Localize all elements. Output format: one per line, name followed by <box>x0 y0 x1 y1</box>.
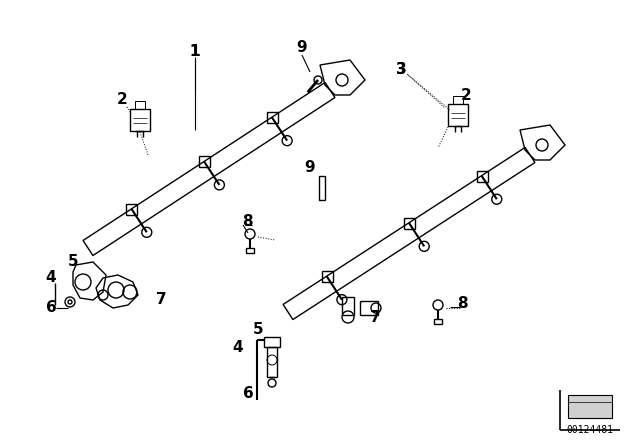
Bar <box>360 301 378 315</box>
Bar <box>135 101 145 109</box>
Polygon shape <box>568 395 612 418</box>
Text: 7: 7 <box>156 293 166 307</box>
Text: 4: 4 <box>45 271 56 285</box>
Bar <box>434 319 442 324</box>
Text: 9: 9 <box>305 160 316 176</box>
Bar <box>477 171 488 182</box>
Text: 3: 3 <box>396 61 406 77</box>
Bar <box>453 96 463 104</box>
Bar <box>404 218 415 229</box>
Text: 6: 6 <box>45 301 56 315</box>
Text: 4: 4 <box>233 340 243 356</box>
Text: 9: 9 <box>297 40 307 56</box>
Bar <box>319 176 325 200</box>
Bar <box>267 347 277 377</box>
Text: 5: 5 <box>68 254 78 268</box>
Text: 7: 7 <box>370 310 380 326</box>
Bar <box>130 109 150 131</box>
Text: 6: 6 <box>243 385 253 401</box>
Text: 2: 2 <box>461 87 472 103</box>
Text: 3: 3 <box>396 61 406 77</box>
Bar <box>127 204 138 215</box>
Bar <box>448 104 468 126</box>
Bar <box>322 271 333 282</box>
Bar <box>199 156 210 168</box>
Bar <box>267 112 278 123</box>
Bar <box>246 248 254 253</box>
Text: 8: 8 <box>242 214 252 228</box>
Text: 1: 1 <box>189 44 200 60</box>
Text: 5: 5 <box>253 323 263 337</box>
Text: 00124481: 00124481 <box>566 425 614 435</box>
Bar <box>342 297 354 315</box>
Text: 8: 8 <box>457 296 467 310</box>
Bar <box>264 337 280 347</box>
Text: 2: 2 <box>116 92 127 108</box>
Text: 1: 1 <box>189 44 200 60</box>
